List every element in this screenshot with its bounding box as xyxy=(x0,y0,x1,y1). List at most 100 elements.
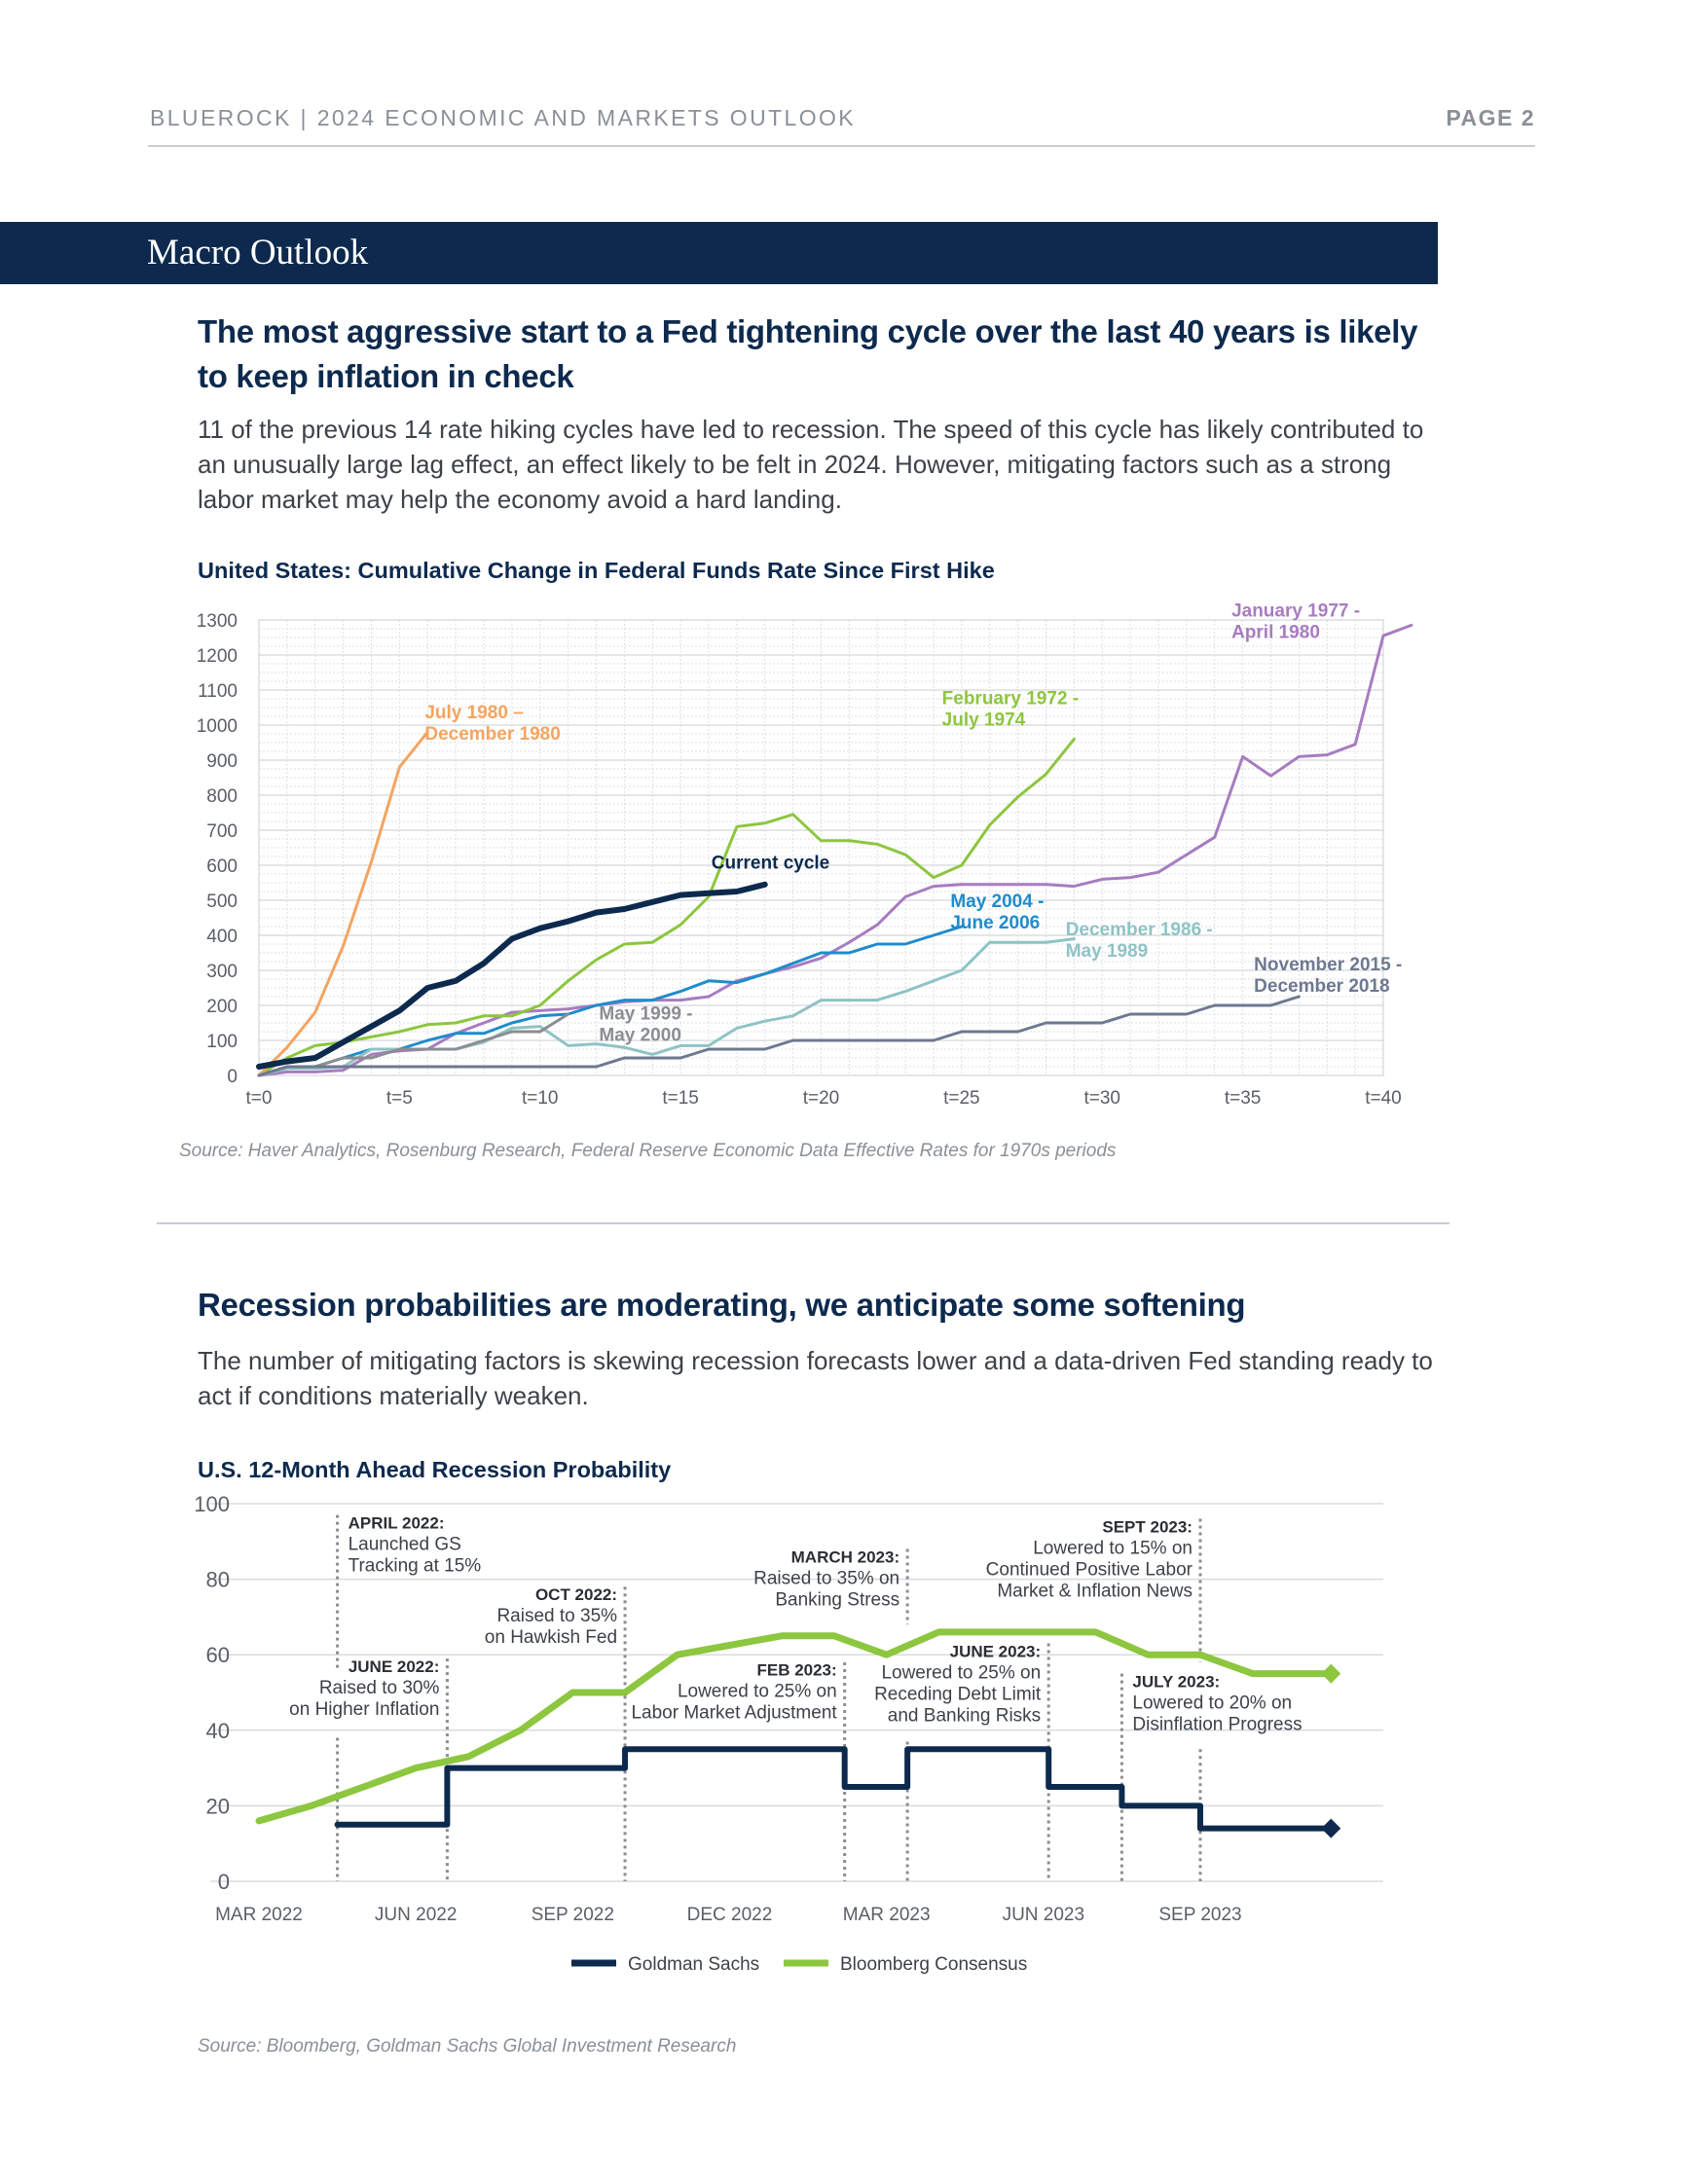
section1-headline: The most aggressive start to a Fed tight… xyxy=(198,313,1418,394)
y-tick-label: 500 xyxy=(206,892,238,912)
section-divider xyxy=(157,1222,1449,1224)
y-tick-label: 600 xyxy=(206,856,238,877)
series-label: January 1977 -April 1980 xyxy=(1231,601,1360,642)
event-heading: MARCH 2023: xyxy=(791,1547,899,1566)
x-tick-label: t=15 xyxy=(662,1088,699,1109)
event-heading: OCT 2022: xyxy=(535,1585,617,1604)
event-annotation: SEPT 2023: Lowered to 15% on Continued Pos… xyxy=(986,1517,1193,1601)
event-line: Disinflation Progress xyxy=(1132,1714,1302,1734)
y-tick-label: 20 xyxy=(206,1794,230,1818)
series-label-line: July 1974 xyxy=(942,710,1026,730)
series-label-line: July 1980 – xyxy=(424,703,523,723)
x-tick-label: t=25 xyxy=(943,1088,980,1109)
series-label: December 1986 -May 1989 xyxy=(1066,920,1213,962)
event-line: Raised to 35% xyxy=(496,1606,617,1626)
goldman-sachs-end-marker xyxy=(1321,1818,1341,1838)
y-tick-label: 0 xyxy=(218,1870,230,1894)
series-label-line: April 1980 xyxy=(1231,622,1320,642)
event-annotation: OCT 2022: Raised to 35% on Hawkish Fed xyxy=(485,1585,617,1648)
event-line: Continued Positive Labor xyxy=(986,1559,1193,1580)
y-tick-label: 100 xyxy=(206,1032,238,1052)
event-line: on Hawkish Fed xyxy=(485,1627,617,1648)
x-tick-label: t=0 xyxy=(246,1088,273,1109)
x-tick-label: t=40 xyxy=(1365,1088,1402,1109)
chart1-title: United States: Cumulative Change in Fede… xyxy=(198,558,995,583)
x-tick-label: DEC 2022 xyxy=(687,1905,773,1925)
chart1-source: Source: Haver Analytics, Rosenburg Resea… xyxy=(179,1141,1117,1161)
section-banner xyxy=(0,222,1438,284)
event-heading: JUNE 2022: xyxy=(349,1657,440,1676)
y-tick-label: 200 xyxy=(206,997,238,1017)
event-heading: APRIL 2022: xyxy=(349,1513,445,1532)
event-annotation: MARCH 2023: Raised to 35% on Banking Stres… xyxy=(753,1547,899,1610)
series-label-line: December 1980 xyxy=(424,724,560,745)
event-line: Receding Debt Limit xyxy=(874,1684,1042,1704)
y-tick-label: 80 xyxy=(206,1568,230,1592)
series-line-1 xyxy=(257,737,1076,1077)
report-header-title: BLUEROCK | 2024 ECONOMIC AND MARKETS OUT… xyxy=(150,105,857,130)
series-line-7 xyxy=(257,995,1301,1077)
series-label-line: May 2004 - xyxy=(950,892,1044,912)
x-tick-label: SEP 2022 xyxy=(532,1905,614,1925)
y-tick-label: 1300 xyxy=(197,611,238,632)
section1-body: 11 of the previous 14 rate hiking cycles… xyxy=(198,415,1424,514)
y-tick-label: 60 xyxy=(206,1643,230,1667)
bloomberg-consensus-line xyxy=(255,1628,1335,1825)
series-line-0 xyxy=(257,623,1413,1077)
x-tick-label: t=30 xyxy=(1083,1088,1120,1109)
series-label: February 1972 -July 1974 xyxy=(942,688,1079,730)
legend-label: Goldman Sachs xyxy=(628,1954,759,1975)
series-label-line: February 1972 - xyxy=(942,688,1079,709)
series-label-line: January 1977 - xyxy=(1231,601,1360,621)
series-label-line: May 2000 xyxy=(599,1025,681,1045)
event-line: Lowered to 15% on xyxy=(1033,1538,1193,1558)
series-label-line: May 1989 xyxy=(1066,941,1149,962)
event-annotation: JUNE 2022: Raised to 30% on Higher Inflati… xyxy=(289,1657,439,1720)
y-tick-label: 1100 xyxy=(198,681,238,702)
event-line: Raised to 35% on xyxy=(753,1568,899,1588)
event-line: Launched GS xyxy=(349,1534,461,1554)
series-label: May 1999 -May 2000 xyxy=(599,1003,692,1045)
legend-label: Bloomberg Consensus xyxy=(840,1954,1027,1975)
chart2-source: Source: Bloomberg, Goldman Sachs Global … xyxy=(198,2036,737,2057)
series-label-line: December 2018 xyxy=(1254,976,1389,997)
x-tick-label: JUN 2023 xyxy=(1003,1905,1085,1925)
event-annotation: JUNE 2023: Lowered to 25% on Receding Debt… xyxy=(874,1642,1042,1726)
event-line: Lowered to 25% on xyxy=(881,1662,1041,1683)
event-line: Market & Inflation News xyxy=(997,1581,1193,1601)
event-heading: SEPT 2023: xyxy=(1102,1517,1193,1536)
y-tick-label: 40 xyxy=(206,1719,230,1743)
section2-body: The number of mitigating factors is skew… xyxy=(198,1346,1433,1410)
event-line: Lowered to 25% on xyxy=(678,1682,837,1702)
section2-headline: Recession probabilities are moderating, … xyxy=(198,1287,1246,1323)
series-line-2 xyxy=(257,730,429,1077)
x-tick-label: SEP 2023 xyxy=(1158,1905,1241,1925)
fed-funds-chart: 0 100 200 300 400 500 600 700 800 900 1000 1100 1200… xyxy=(197,601,1413,1109)
x-tick-label: t=5 xyxy=(386,1088,413,1109)
y-tick-label: 1200 xyxy=(197,646,238,667)
event-line: Lowered to 20% on xyxy=(1132,1693,1292,1713)
x-tick-label: MAR 2023 xyxy=(843,1905,931,1925)
event-heading: FEB 2023: xyxy=(756,1661,836,1680)
series-label-line: June 2006 xyxy=(950,913,1040,933)
y-tick-label: 0 xyxy=(227,1067,238,1087)
event-line: on Higher Inflation xyxy=(289,1699,439,1720)
header-divider xyxy=(148,145,1535,147)
event-line: Banking Stress xyxy=(775,1589,899,1610)
section-title: Macro Outlook xyxy=(147,233,369,273)
series-label: Current cycle xyxy=(712,854,829,874)
y-tick-label: 1000 xyxy=(197,716,238,737)
series-label-line: Current cycle xyxy=(712,854,829,874)
recession-probability-chart: 0 20 40 60 80 100 MAR 2022 JUN 2022 SEP 2022 DEC … xyxy=(194,1492,1383,1975)
series-label-line: November 2015 - xyxy=(1254,955,1402,975)
event-line: Raised to 30% xyxy=(319,1678,440,1698)
y-tick-label: 800 xyxy=(206,786,238,807)
bloomberg-end-marker xyxy=(1321,1663,1341,1684)
goldman-sachs-line xyxy=(334,1746,1335,1832)
y-tick-label: 700 xyxy=(206,821,238,842)
x-tick-label: JUN 2022 xyxy=(375,1905,458,1925)
event-line: Labor Market Adjustment xyxy=(631,1703,837,1724)
y-tick-label: 900 xyxy=(206,751,238,772)
x-tick-label: t=10 xyxy=(522,1088,559,1109)
series-line-3 xyxy=(256,881,768,1070)
